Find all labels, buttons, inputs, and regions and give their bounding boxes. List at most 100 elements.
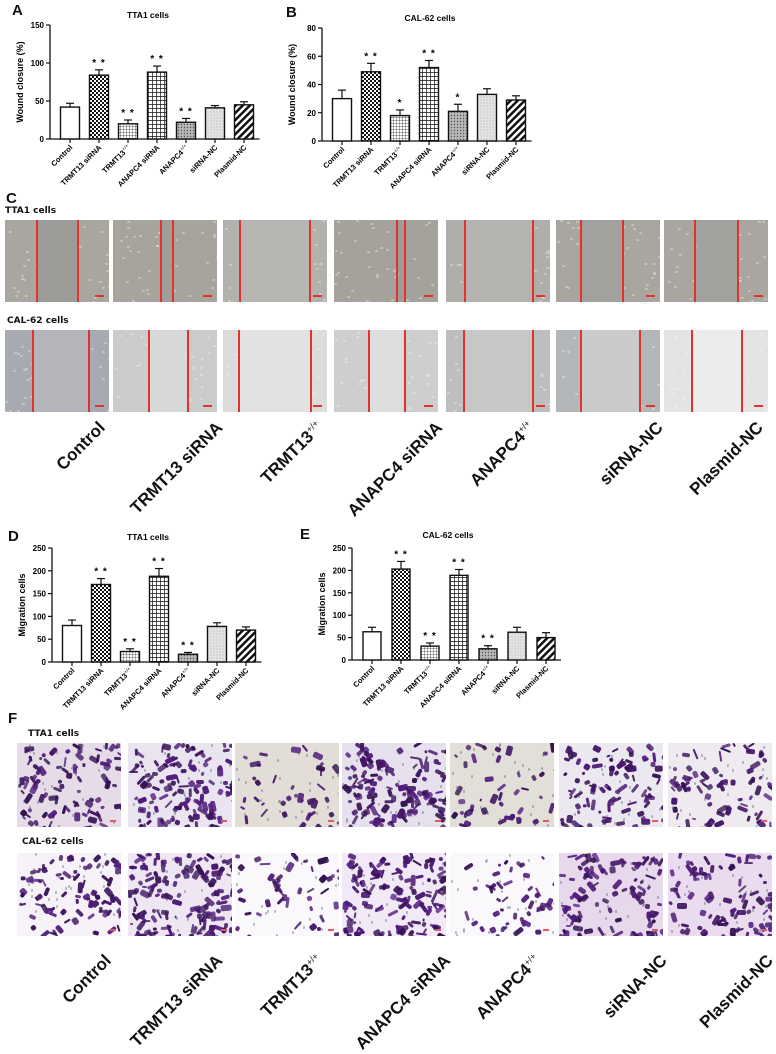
scratch-edge-right [310, 330, 313, 412]
scratch-edge-right [172, 220, 175, 302]
scratch-edge-left [691, 330, 694, 412]
scale-bar [203, 405, 212, 407]
y-tick-label: 250 [333, 544, 347, 553]
y-tick-label: 0 [342, 656, 347, 665]
transwell-micrograph-2 [128, 743, 232, 827]
scratch-edge-left [463, 220, 466, 302]
wound-micrograph-6 [556, 330, 660, 412]
significance-marker: * * [152, 557, 166, 568]
y-axis-label: Migration cells [17, 573, 27, 636]
significance-marker: * * [452, 558, 466, 569]
bar-trmt13- [117, 123, 139, 140]
scale-bar [95, 405, 104, 407]
scale-bar [221, 929, 227, 931]
significance-marker: * * [123, 637, 137, 648]
significance-marker: * [398, 98, 403, 109]
group-label-sirna-nc: siRNA-NC [595, 417, 667, 489]
bar-anapc4- [177, 653, 199, 663]
significance-marker: * * [181, 640, 195, 651]
scale-bar [328, 820, 334, 822]
bar-trmt13- [119, 650, 141, 663]
y-tick-label: 40 [307, 81, 316, 90]
scratch-edge-right [403, 330, 406, 412]
scratch-edge-left [159, 220, 162, 302]
scale-bar [424, 295, 433, 297]
group-label-control: Control [52, 417, 109, 475]
scratch-edge-right [639, 330, 642, 412]
bar-trmt13-sirna [90, 583, 112, 663]
significance-marker: * * [121, 108, 135, 119]
scratch-edge-left [32, 330, 35, 412]
scale-bar [110, 820, 116, 822]
transwell-micrograph-6 [559, 853, 663, 936]
y-tick-label: 50 [337, 634, 346, 643]
scale-bar [543, 820, 549, 822]
scale-bar [536, 405, 545, 407]
y-tick-label: 200 [333, 566, 347, 575]
group-label-trmt13: TRMT13+/+ [256, 951, 321, 1021]
significance-marker: * * [481, 634, 495, 645]
scale-bar [536, 295, 545, 297]
x-tick-label: ANAPC4+/+ [429, 145, 462, 178]
transwell-micrograph-6 [559, 743, 663, 827]
wound-micrograph-6 [556, 220, 660, 302]
scratch-edge-left [36, 220, 39, 302]
wound-micrograph-7 [664, 330, 768, 412]
scratch-edge-left [579, 330, 582, 412]
x-tick-label: Control [49, 143, 74, 168]
row-label-tta1: TTA1 cells [5, 206, 57, 216]
significance-marker: * * [423, 631, 437, 642]
wound-micrograph-1 [5, 220, 109, 302]
transwell-micrograph-7 [668, 853, 772, 936]
bar-control [59, 106, 81, 140]
scratch-edge-left [238, 220, 241, 302]
scale-bar [313, 295, 322, 297]
wound-micrograph-3 [223, 220, 327, 302]
y-tick-label: 150 [33, 590, 47, 599]
chart-title: TTA1 cells [127, 10, 169, 20]
x-tick-label: ANAPC4+/+ [159, 666, 192, 699]
x-tick-label: Control [321, 145, 346, 170]
group-label-control: Control [58, 950, 115, 1008]
chart-d-migration-tta1: TTA1 cells 0 50 100 150 200 250 Migration cells… [17, 532, 262, 710]
scale-bar [646, 405, 655, 407]
group-label-anapc4: ANAPC4+/+ [472, 951, 539, 1023]
scale-bar [761, 929, 767, 931]
scratch-edge-left [148, 330, 151, 412]
scratch-edge-left [579, 220, 582, 302]
scale-bar [652, 820, 658, 822]
wound-micrograph-7 [664, 220, 768, 302]
scratch-edge-left [396, 220, 399, 302]
group-label-trmt13: TRMT13+/+ [256, 418, 321, 488]
row-label-cal62-f: CAL-62 cells [22, 837, 84, 847]
significance-marker: * * [364, 51, 378, 62]
y-tick-label: 20 [307, 109, 316, 118]
chart-title: CAL-62 cells [422, 530, 473, 540]
wound-micrograph-3 [223, 330, 327, 412]
wound-micrograph-1 [5, 330, 109, 412]
transwell-micrograph-1 [17, 853, 121, 936]
transwell-micrograph-5 [450, 853, 554, 936]
scale-bar [435, 929, 441, 931]
transwell-micrograph-3 [235, 743, 339, 827]
transwell-micrograph-2 [128, 853, 232, 936]
bar-trmt13- [420, 645, 440, 661]
group-label-trmt13-sirna: TRMT13 siRNA [126, 417, 227, 518]
scratch-edge-right [740, 330, 743, 412]
significance-marker: * * [94, 567, 108, 578]
group-label-trmt13-sirna: TRMT13 siRNA [126, 950, 227, 1051]
scratch-edge-right [88, 330, 91, 412]
bar-control [61, 624, 83, 663]
bar-plasmid-nc [536, 636, 556, 661]
y-axis-label: Migration cells [317, 572, 327, 635]
y-tick-label: 200 [33, 567, 47, 576]
bar-trmt13- [389, 114, 411, 142]
bar-anapc4-sirna [148, 575, 170, 663]
significance-marker: * [456, 92, 461, 103]
group-label-anapc4-sirna: ANAPC4 siRNA [352, 950, 455, 1054]
scale-bar [221, 820, 227, 822]
scale-bar [435, 820, 441, 822]
significance-marker: * * [394, 549, 408, 560]
scale-bar [754, 405, 763, 407]
scale-bar [761, 820, 767, 822]
